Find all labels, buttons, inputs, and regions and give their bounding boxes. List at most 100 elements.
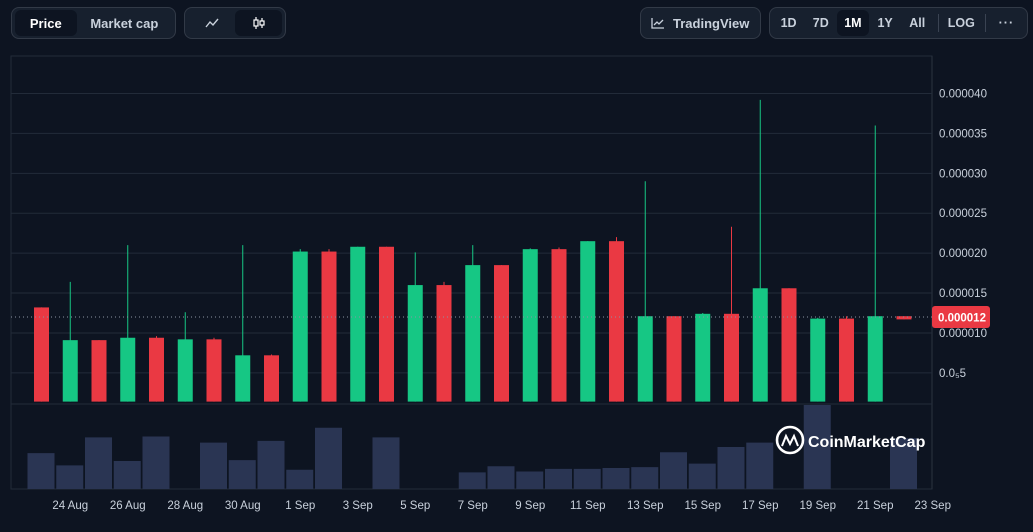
y-tick-label: 0.000010 — [939, 328, 987, 340]
x-tick-label: 13 Sep — [627, 500, 663, 512]
x-axis-labels: 24 Aug 26 Aug 28 Aug 30 Aug 1 Sep 3 Sep 5 Sep 7… — [52, 500, 951, 512]
candle-body — [321, 251, 337, 402]
candle-down — [494, 265, 509, 402]
line-chart-button[interactable] — [188, 10, 235, 36]
tradingview-label: TradingView — [673, 15, 750, 31]
candle-body — [91, 340, 107, 402]
price-marketcap-toggle: Price Market cap — [11, 7, 176, 39]
candle-up — [752, 99, 768, 402]
candle-up — [350, 246, 366, 402]
coinmarketcap-logo-mark — [781, 433, 799, 447]
candlestick-icon — [252, 17, 265, 29]
candle-down — [839, 316, 854, 402]
volume-bar — [372, 437, 400, 489]
tradingview-button[interactable]: TradingView — [640, 7, 761, 39]
volume-bar — [85, 437, 112, 489]
volume-bar — [315, 427, 342, 489]
x-tick-label: 15 Sep — [685, 500, 721, 512]
time-range-toggle: 1D 7D 1M 1Y All LOG ··· — [769, 7, 1028, 39]
current-price-line: 0.000012 — [11, 306, 990, 328]
candle-up — [407, 252, 423, 402]
candle-body — [752, 288, 768, 402]
candle-body — [62, 340, 78, 402]
range-1m-button[interactable]: 1M — [837, 10, 869, 36]
candle-body — [436, 285, 452, 402]
candle-up — [522, 248, 538, 402]
watermark-text: CoinMarketCap — [808, 434, 926, 451]
y-tick-label: 0.000030 — [939, 168, 987, 180]
volume-bar — [631, 467, 659, 489]
candle-body — [494, 265, 509, 402]
candle-up — [465, 245, 481, 402]
candle-up — [637, 181, 653, 402]
chart-style-toggle — [184, 7, 286, 39]
candlestick-button[interactable] — [235, 10, 282, 36]
candle-up — [62, 281, 78, 402]
x-tick-label: 19 Sep — [800, 500, 836, 512]
more-options-button[interactable]: ··· — [998, 16, 1015, 30]
volume-bar — [660, 452, 687, 489]
candle-body — [264, 355, 279, 402]
current-price-tag — [932, 306, 990, 328]
candle-body — [206, 339, 222, 402]
candle-up — [867, 125, 883, 402]
volume-bar — [487, 466, 515, 489]
range-1y-button[interactable]: 1Y — [877, 16, 893, 30]
range-1d-button[interactable]: 1D — [780, 16, 797, 30]
volume-bar — [286, 469, 314, 489]
candle-up — [810, 317, 826, 402]
volume-bar — [602, 468, 630, 489]
current-price-label: 0.000012 — [938, 313, 986, 325]
price-tab[interactable]: Price — [15, 10, 77, 36]
candle-body — [465, 265, 481, 402]
x-tick-label: 3 Sep — [343, 500, 373, 512]
volume-bar — [113, 461, 141, 489]
log-scale-button[interactable]: LOG — [947, 16, 975, 30]
volume-bar — [458, 472, 486, 489]
coinmarketcap-watermark: CoinMarketCap — [775, 425, 926, 455]
tradingview-button-inner: TradingView — [651, 10, 749, 36]
x-tick-label: 24 Aug — [52, 500, 88, 512]
candle-body — [120, 337, 136, 402]
candle-body — [580, 241, 596, 402]
y-tick-label: 0.000025 — [939, 208, 987, 220]
y-tick-label: 0.0₅5 — [939, 368, 966, 380]
candle-down — [781, 288, 797, 402]
volume-bar — [56, 465, 84, 489]
candle-body — [551, 249, 567, 402]
candle-body — [350, 246, 366, 402]
x-tick-label: 23 Sep — [915, 500, 951, 512]
volume-bar — [545, 468, 572, 489]
candle-down — [91, 340, 107, 402]
candles — [34, 99, 912, 402]
toolbar-divider — [984, 14, 986, 32]
y-tick-label: 0.000015 — [939, 288, 987, 300]
candle-down — [321, 249, 337, 402]
candle-body — [666, 316, 682, 402]
candle-body — [149, 337, 164, 402]
candle-body — [724, 313, 739, 402]
market-cap-tab[interactable]: Market cap — [90, 15, 159, 31]
y-tick-label: 0.000020 — [939, 248, 987, 260]
range-all-button[interactable]: All — [909, 16, 926, 30]
candle-down — [379, 246, 394, 402]
range-7d-button[interactable]: 7D — [812, 16, 829, 30]
x-tick-label: 1 Sep — [285, 500, 315, 512]
candle-up — [580, 241, 596, 402]
volume-bar — [803, 405, 831, 489]
x-tick-label: 11 Sep — [570, 500, 606, 512]
candle-body — [896, 316, 912, 320]
y-tick-label: 0.000040 — [939, 89, 987, 101]
x-tick-label: 28 Aug — [167, 500, 203, 512]
volume-bar — [257, 440, 285, 489]
candle-body — [407, 285, 423, 402]
x-tick-label: 5 Sep — [400, 500, 430, 512]
toolbar-divider — [937, 14, 939, 32]
candle-up — [695, 313, 711, 402]
coinmarketcap-logo-icon — [775, 425, 805, 455]
x-tick-label: 17 Sep — [742, 500, 778, 512]
candle-body — [522, 249, 538, 402]
candle-down — [34, 307, 49, 402]
x-tick-label: 7 Sep — [458, 500, 488, 512]
